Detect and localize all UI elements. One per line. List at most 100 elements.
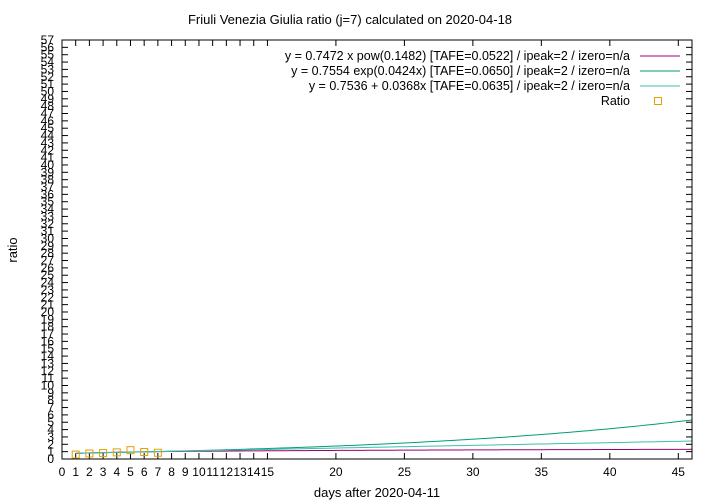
y-tick-label: 34	[41, 202, 55, 216]
y-tick-label: 43	[41, 136, 55, 150]
legend-label: y = 0.7554 exp(0.0424x) [TAFE=0.0650] / …	[291, 64, 630, 78]
ratio-point	[126, 446, 135, 455]
y-tick-label: 37	[41, 180, 55, 194]
x-tick-label: 13	[233, 465, 247, 479]
y-tick-label: 9	[47, 386, 54, 400]
ratio-point	[71, 450, 80, 459]
x-tick-label: 20	[329, 465, 343, 479]
x-tick-label: 10	[192, 465, 206, 479]
x-tick-label: 8	[168, 465, 175, 479]
y-tick-label: 20	[41, 305, 55, 319]
x-tick-label: 15	[261, 465, 275, 479]
ratio-point	[140, 448, 149, 457]
ratio-point	[112, 448, 121, 457]
chart-title: Friuli Venezia Giulia ratio (j=7) calcul…	[188, 12, 512, 27]
y-tick-label: 1	[47, 445, 54, 459]
x-tick-label: 1	[72, 465, 79, 479]
ratio-point	[85, 449, 94, 458]
y-tick-label: 40	[41, 158, 55, 172]
series-layer	[71, 419, 693, 459]
series-line-3	[75, 440, 693, 454]
x-tick-label: 45	[672, 465, 686, 479]
x-tick-label: 35	[535, 465, 549, 479]
y-tick-label: 28	[41, 246, 55, 260]
y-tick-label: 23	[41, 283, 55, 297]
x-tick-label: 4	[113, 465, 120, 479]
plot-frame	[61, 39, 693, 460]
y-tick-label: 10	[41, 378, 55, 392]
x-tick-label: 6	[141, 465, 148, 479]
y-tick-label: 5	[47, 415, 54, 429]
y-tick-label: 53	[41, 62, 55, 76]
y-tick-label: 17	[41, 327, 55, 341]
y-tick-label: 12	[41, 364, 55, 378]
y-tick-label: 38	[41, 173, 55, 187]
y-tick-label: 26	[41, 261, 55, 275]
y-tick-label: 6	[47, 408, 54, 422]
legend-label: y = 0.7472 x pow(0.1482) [TAFE=0.0522] /…	[285, 49, 630, 63]
y-tick-label: 0	[47, 452, 54, 466]
y-tick-label: 18	[41, 320, 55, 334]
y-tick-label: 49	[41, 92, 55, 106]
y-tick-label: 51	[41, 77, 55, 91]
x-tick-label: 2	[86, 465, 93, 479]
y-tick-label: 25	[41, 268, 55, 282]
legend-label: Ratio	[601, 94, 630, 108]
y-tick-label: 39	[41, 165, 55, 179]
x-tick-label: 5	[127, 465, 134, 479]
y-tick-label: 56	[41, 40, 55, 54]
legend-swatch	[654, 97, 662, 105]
y-tick-label: 29	[41, 239, 55, 253]
x-tick-labels: 0 1 2 3 4 5 6 7 8 9 10 11 12 13 14 15 20 25 30 35 40 45	[59, 465, 686, 479]
y-tick-label: 32	[41, 217, 55, 231]
y-tick-label: 24	[41, 276, 55, 290]
x-tick-label: 14	[247, 465, 261, 479]
x-tick-label: 7	[155, 465, 162, 479]
y-tick-label: 2	[47, 437, 54, 451]
y-tick-label: 45	[41, 121, 55, 135]
y-tick-label: 19	[41, 312, 55, 326]
y-tick-label: 16	[41, 334, 55, 348]
x-tick-label: 12	[220, 465, 234, 479]
x-tick-label: 3	[100, 465, 107, 479]
y-tick-label: 13	[41, 356, 55, 370]
y-tick-label: 44	[41, 129, 55, 143]
y-tick-label: 8	[47, 393, 54, 407]
y-tick-label: 55	[41, 48, 55, 62]
y-tick-label: 36	[41, 187, 55, 201]
ratio-point	[153, 448, 162, 457]
y-tick-label: 47	[41, 107, 55, 121]
y-tick-label: 11	[42, 371, 55, 385]
y-tick-label: 50	[41, 84, 55, 98]
y-tick-labels: 0123456789101112131415161718192021222324…	[41, 33, 55, 466]
y-tick-label: 33	[41, 209, 55, 223]
y-tick-label: 7	[47, 401, 54, 415]
y-tick-label: 31	[41, 224, 55, 238]
x-tick-label: 9	[182, 465, 189, 479]
y-tick-label: 4	[47, 423, 54, 437]
y-tick-label: 30	[41, 231, 55, 245]
x-tick-label: 0	[59, 465, 66, 479]
y-tick-label: 27	[41, 254, 55, 268]
y-tick-label: 46	[41, 114, 55, 128]
y-tick-label: 15	[41, 342, 55, 356]
y-tick-label: 48	[41, 99, 55, 113]
y-tick-label: 41	[41, 151, 55, 165]
y-tick-label: 35	[41, 195, 55, 209]
y-tick-label: 52	[41, 70, 55, 84]
y-tick-label: 57	[41, 33, 55, 47]
y-tick-label: 42	[41, 143, 55, 157]
x-tick-label: 11	[206, 465, 219, 479]
x-tick-label: 25	[398, 465, 412, 479]
ratio-point	[99, 449, 108, 458]
y-tick-label: 3	[47, 430, 54, 444]
legend: y = 0.7472 x pow(0.1482) [TAFE=0.0522] /…	[285, 49, 680, 108]
legend-label: y = 0.7536 + 0.0368x [TAFE=0.0635] / ipe…	[309, 79, 630, 93]
y-tick-label: 54	[41, 55, 55, 69]
x-tick-label: 30	[466, 465, 480, 479]
y-tick-label: 14	[41, 349, 55, 363]
y-tick-label: 22	[41, 290, 55, 304]
y-tick-label: 21	[41, 298, 55, 312]
x-tick-label: 40	[603, 465, 617, 479]
